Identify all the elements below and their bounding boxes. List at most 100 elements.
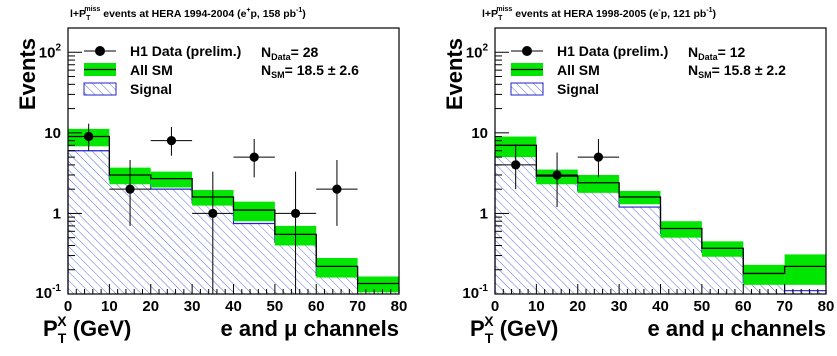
data-point: [166, 136, 177, 146]
signal-bin: [68, 150, 110, 294]
chart-title: l+PTmiss events at HERA 1994-2004 (e+p, …: [70, 6, 306, 22]
x-tick-label: 70: [349, 298, 366, 315]
x-label-superscript: X: [57, 313, 67, 329]
x-tick-label: 70: [776, 298, 793, 315]
data-point: [290, 208, 301, 219]
sm-band-bin: [316, 257, 358, 278]
x-tick-label: 10: [101, 298, 118, 315]
channel-label: e and μ channels: [647, 316, 826, 341]
signal-bin: [743, 282, 785, 294]
x-tick-label: 10: [528, 298, 545, 315]
n-data-subscript: Data: [698, 52, 719, 62]
data-point: [208, 208, 218, 219]
x-label-superscript: X: [484, 313, 494, 329]
x-tick-label: 40: [652, 298, 669, 315]
n-sm-subscript: SM: [698, 70, 712, 80]
y-tick-base: 10: [462, 285, 479, 302]
n-data-text: NData= 12: [688, 44, 745, 62]
title-text: events at HERA 1994-2004 (e: [100, 8, 246, 20]
n-sm-text: NSM= 18.5 ± 2.6: [261, 62, 359, 80]
data-point: [593, 152, 604, 162]
x-label-subscript: T: [58, 330, 67, 346]
n-data-value: = 28: [291, 44, 319, 60]
n-data-value: = 12: [718, 44, 746, 60]
legend-signal-label: Signal: [130, 81, 172, 97]
sm-uncertainty-band: [495, 136, 826, 285]
title-subscript: T: [86, 15, 91, 22]
signal-bin: [660, 233, 702, 294]
n-sm-symbol: N: [688, 62, 698, 78]
x-tick-label: 30: [611, 298, 628, 315]
title-text: ): [713, 8, 717, 20]
signal-bin: [577, 190, 620, 294]
title-superscript: miss: [496, 6, 512, 13]
sm-band-bin: [577, 174, 620, 193]
title-text: p, 121 pb: [661, 8, 707, 20]
legend-data-label: H1 Data (prelim.): [557, 43, 668, 59]
x-tick-label: 80: [391, 298, 408, 315]
n-sm-value: = 15.8 ± 2.2: [712, 62, 786, 78]
y-tick-label-100: 102: [466, 42, 489, 61]
legend-signal-swatch: [83, 82, 117, 96]
title-subscript: T: [498, 15, 503, 22]
n-data-symbol: N: [261, 44, 271, 60]
title-superscript: miss: [84, 6, 100, 13]
x-tick-label: 0: [64, 298, 72, 315]
title-text: ): [302, 8, 306, 20]
signal-bin: [316, 275, 358, 294]
y-tick-exponent: 2: [482, 42, 488, 53]
channel-label: e and μ channels: [220, 316, 399, 341]
title-superscript: +: [246, 7, 250, 14]
n-data-text: NData= 28: [261, 44, 318, 62]
x-axis: 0 10 20 30 40 50 60 70 80: [491, 284, 834, 315]
x-axis: 0 10 20 30 40 50 60 70 80: [64, 284, 408, 315]
n-sm-text: NSM= 15.8 ± 2.2: [688, 62, 786, 80]
y-tick-exponent: -1: [52, 283, 61, 294]
signal-bin: [784, 290, 826, 294]
x-label-subscript: T: [485, 330, 494, 346]
data-points: [495, 138, 620, 208]
x-axis-label: PTX (GeV): [43, 313, 131, 346]
data-points: [68, 123, 358, 294]
x-tick-label: 0: [491, 298, 499, 315]
signal-bin: [619, 207, 661, 294]
n-sm-subscript: SM: [271, 70, 285, 80]
signal-bin: [150, 189, 193, 294]
title-text: l+P: [70, 8, 86, 20]
y-tick-label-1: 1: [53, 205, 61, 222]
y-tick-label-0p1: 10-1: [462, 283, 488, 302]
x-tick-label: 30: [184, 298, 201, 315]
signal-histogram: [494, 151, 827, 294]
y-tick-exponent: 2: [55, 42, 61, 53]
title-text: events at HERA 1998-2005 (e: [512, 8, 658, 20]
x-tick-label: 60: [735, 298, 752, 315]
title-text: l+P: [482, 8, 498, 20]
x-tick-label: 40: [225, 298, 242, 315]
sm-band-bin: [784, 254, 826, 285]
y-axis-label: Events: [442, 38, 467, 110]
y-tick-exponent: -1: [479, 283, 488, 294]
signal-bin: [701, 252, 744, 294]
x-label-text: (GeV): [494, 316, 559, 341]
y-tick-label-1: 1: [480, 205, 488, 222]
sm-band-bin: [150, 171, 193, 188]
n-sm-value: = 18.5 ± 2.6: [285, 62, 359, 78]
sm-band-bin: [357, 276, 399, 293]
sm-band-bin: [233, 201, 275, 222]
title-text: p, 158 pb: [251, 8, 297, 20]
data-point: [84, 131, 94, 142]
y-tick-base: 10: [466, 44, 483, 61]
legend-signal-swatch: [510, 82, 544, 96]
legend-sm-label: All SM: [557, 62, 600, 78]
title-superscript: -1: [296, 7, 302, 14]
x-tick-label: 20: [569, 298, 586, 315]
data-point: [332, 184, 342, 194]
x-tick-label: 50: [694, 298, 711, 315]
